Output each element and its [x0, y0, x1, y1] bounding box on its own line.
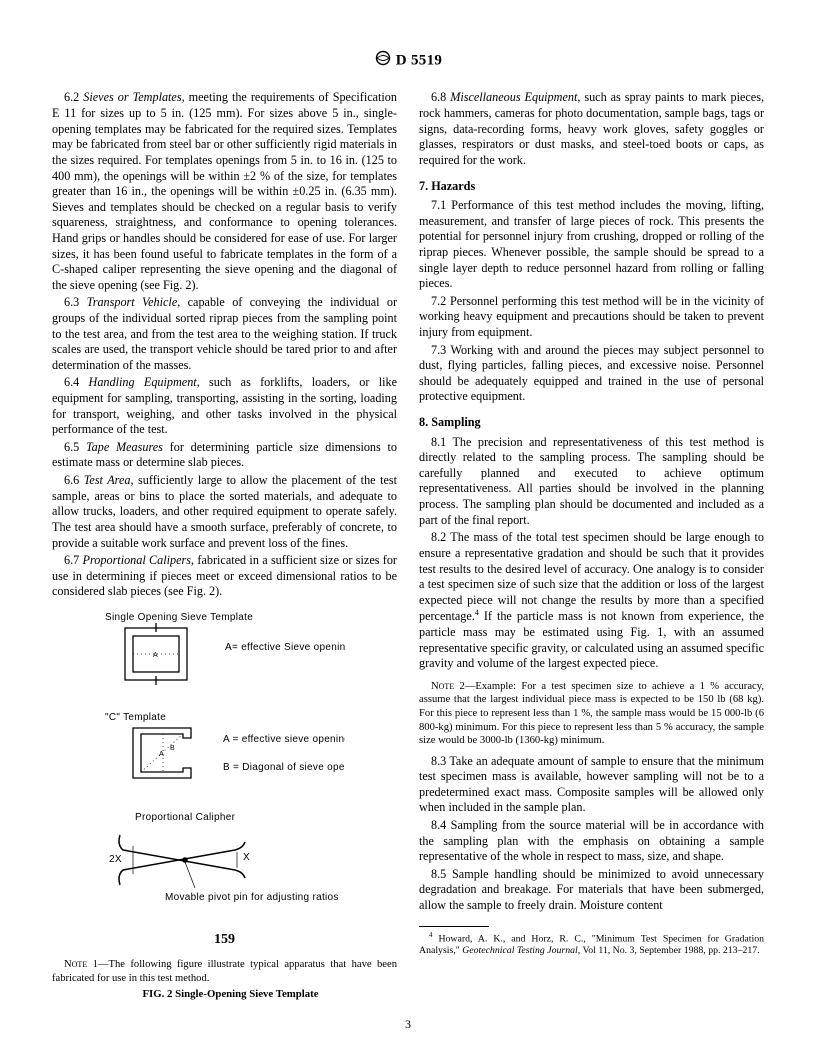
svg-text:B = Diagonal of sieve opening: B = Diagonal of sieve opening — [223, 762, 345, 773]
clause-6-6: 6.6 Test Area, sufficiently large to all… — [52, 473, 397, 551]
svg-text:A = effective sieve opening: A = effective sieve opening — [223, 734, 345, 745]
fig-page-code: 159 — [105, 931, 345, 949]
svg-text:A: A — [153, 652, 158, 659]
svg-text:Single Opening Sieve Template: Single Opening Sieve Template — [105, 612, 253, 623]
figure-2: Single Opening Sieve Template A A= effec… — [105, 610, 345, 949]
clause-8-4: 8.4 Sampling from the source material wi… — [419, 818, 764, 865]
astm-logo — [374, 50, 392, 72]
clause-6-4: 6.4 Handling Equipment, such as forklift… — [52, 375, 397, 437]
note-2: NOTE 2—Example: For a test specimen size… — [419, 680, 764, 748]
page-number: 3 — [0, 1017, 816, 1032]
clause-8-2: 8.2 The mass of the total test specimen … — [419, 530, 764, 672]
section-7-heading: 7. Hazards — [419, 179, 764, 195]
content-columns: 6.2 Sieves or Templates, meeting the req… — [52, 90, 764, 1010]
footnote-4: 4 Howard, A. K., and Horz, R. C., "Minim… — [419, 931, 764, 958]
figure-2-caption: FIG. 2 Single-Opening Sieve Template — [52, 988, 397, 1002]
clause-7-2: 7.2 Personnel performing this test metho… — [419, 294, 764, 341]
clause-8-1: 8.1 The precision and representativeness… — [419, 435, 764, 529]
svg-text:Proportional Calipher: Proportional Calipher — [135, 812, 236, 823]
clause-7-1: 7.1 Performance of this test method incl… — [419, 198, 764, 292]
clause-6-7: 6.7 Proportional Calipers, fabricated in… — [52, 553, 397, 600]
svg-text:X: X — [243, 852, 250, 863]
svg-text:A: A — [159, 751, 164, 758]
designation: D 5519 — [396, 53, 442, 69]
svg-text:"C" Template: "C" Template — [105, 712, 166, 723]
page-header: D 5519 — [52, 50, 764, 72]
clause-6-3: 6.3 Transport Vehicle, capable of convey… — [52, 295, 397, 373]
svg-text:Movable pivot pin for adjustin: Movable pivot pin for adjusting ratios — [165, 892, 339, 903]
section-8-heading: 8. Sampling — [419, 415, 764, 431]
svg-text:A= effective Sieve opening: A= effective Sieve opening — [225, 642, 345, 653]
clause-7-3: 7.3 Working with and around the pieces m… — [419, 343, 764, 405]
svg-text:B: B — [170, 745, 175, 752]
clause-8-3: 8.3 Take an adequate amount of sample to… — [419, 754, 764, 816]
svg-text:2X: 2X — [109, 854, 122, 865]
footnote-rule — [419, 926, 489, 927]
clause-6-5: 6.5 Tape Measures for determining partic… — [52, 440, 397, 471]
figure-note-1: NOTE 1—The following figure illustrate t… — [52, 958, 397, 985]
clause-8-5: 8.5 Sample handling should be minimized … — [419, 867, 764, 914]
clause-6-2: 6.2 Sieves or Templates, meeting the req… — [52, 90, 397, 293]
clause-6-8: 6.8 Miscellaneous Equipment, such as spr… — [419, 90, 764, 168]
figure-2-svg: Single Opening Sieve Template A A= effec… — [105, 610, 345, 920]
